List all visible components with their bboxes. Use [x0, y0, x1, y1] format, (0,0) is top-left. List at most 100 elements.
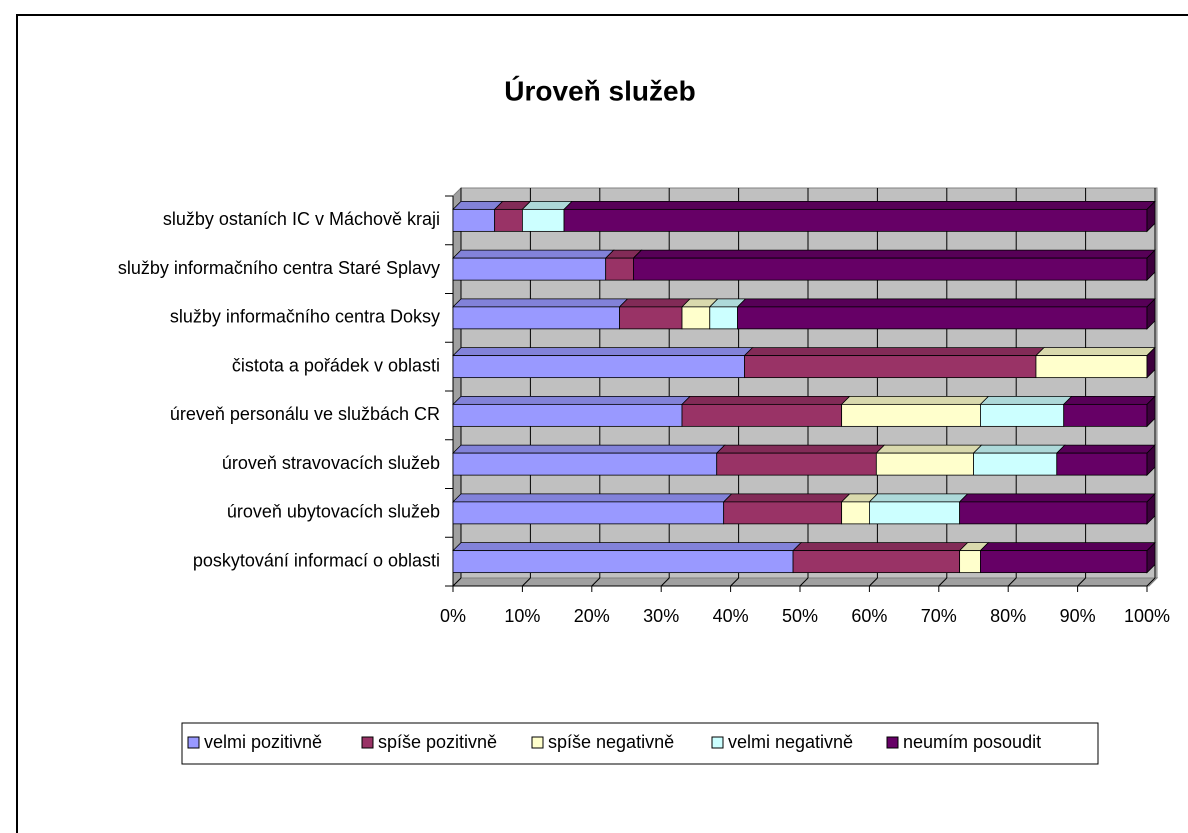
bar [744, 355, 1037, 379]
bar-top [452, 249, 615, 259]
bar [792, 550, 961, 574]
bar [716, 452, 877, 476]
bar [1056, 452, 1148, 476]
bar-top [979, 395, 1073, 405]
bar [681, 306, 711, 330]
bar [452, 355, 745, 379]
floor-grid-line [869, 577, 878, 587]
floor-grid-line [452, 577, 462, 587]
y-tick-label: služby ostaních IC v Máchově kraji [163, 209, 440, 229]
bar [980, 403, 1065, 427]
x-tick-label: 30% [643, 606, 679, 626]
y-tick-label: úroveň ubytovacích služeb [227, 502, 440, 522]
bar-side [1146, 395, 1156, 428]
floor-grid-line [1146, 577, 1156, 587]
bar [563, 208, 1148, 232]
y-tick-label: služby informačního centra Doksy [170, 307, 440, 327]
legend-swatch [531, 736, 544, 749]
bar-top [452, 542, 803, 552]
bar-top [715, 444, 886, 454]
x-tick-label: 40% [713, 606, 749, 626]
bar-side [1146, 492, 1156, 525]
x-tick-label: 90% [1060, 606, 1096, 626]
side-wall [452, 186, 462, 588]
x-tick-label: 80% [990, 606, 1026, 626]
bar [709, 306, 738, 330]
legend-label: velmi pozitivně [204, 732, 322, 752]
bar [1063, 403, 1148, 427]
bar [452, 452, 718, 476]
bar [452, 501, 725, 525]
floor-grid-line [938, 577, 948, 587]
bar-top [452, 444, 726, 454]
bar [522, 208, 565, 232]
bar-top [958, 493, 1156, 503]
bar [973, 452, 1058, 476]
bar-side [1146, 200, 1156, 233]
floor-grid-line [522, 577, 531, 587]
x-tick-label: 0% [440, 606, 466, 626]
bar-top [875, 444, 983, 454]
x-tick-label: 60% [851, 606, 887, 626]
bar-top [632, 249, 1156, 259]
x-tick-label: 100% [1124, 606, 1170, 626]
bar-top [868, 493, 969, 503]
bar-top [736, 298, 1156, 308]
bar [633, 257, 1148, 281]
x-tick-label: 50% [782, 606, 818, 626]
bar-side [1146, 249, 1156, 282]
bar [681, 403, 843, 427]
legend-label: neumím posoudit [903, 732, 1041, 752]
bar-top [452, 298, 629, 308]
floor [451, 577, 1159, 587]
y-tick-label: služby informačního centra Staré Splavy [118, 258, 440, 278]
bar-top [452, 347, 754, 357]
y-tick-label: čistota a pořádek v oblasti [232, 355, 440, 375]
legend-box [181, 722, 1099, 765]
floor-grid-line [1007, 577, 1017, 587]
x-tick-label: 70% [921, 606, 957, 626]
bar [452, 208, 496, 232]
bar [452, 306, 620, 330]
bar [619, 306, 683, 330]
bar-top [792, 542, 969, 552]
bar-top [563, 200, 1156, 210]
bar [841, 501, 870, 525]
bar [959, 501, 1148, 525]
bar [875, 452, 974, 476]
bar-top [972, 444, 1066, 454]
legend-swatch [361, 736, 374, 749]
bar [452, 257, 607, 281]
bar-top [840, 395, 990, 405]
legend-label: spíše negativně [548, 732, 674, 752]
bar-top [1062, 395, 1156, 405]
bar-top [452, 395, 691, 405]
bar [723, 501, 843, 525]
bar-top [618, 298, 691, 308]
legend-label: velmi negativně [728, 732, 853, 752]
floor-grid-line [1077, 577, 1086, 587]
legend-swatch [886, 736, 899, 749]
bar [452, 550, 794, 574]
bar-side [1146, 444, 1156, 477]
legend-swatch [187, 736, 200, 749]
bar-top [1034, 347, 1156, 357]
floor-grid-line [591, 577, 601, 587]
y-tick-label: poskytování informací o oblasti [193, 550, 440, 570]
bar [605, 257, 634, 281]
bar-top [743, 347, 1045, 357]
bar-top [452, 200, 504, 210]
legend-label: spíše pozitivně [378, 732, 497, 752]
bar [494, 208, 523, 232]
bar-side [1146, 297, 1156, 330]
bar-side [1146, 541, 1156, 574]
y-tick-label: úreveň personálu ve službách CR [170, 404, 440, 424]
floor-grid-line [730, 577, 739, 587]
floor-grid-line [799, 577, 809, 587]
bar-top [521, 200, 574, 210]
bar [959, 550, 981, 574]
bar-top [681, 395, 851, 405]
bar [980, 550, 1148, 574]
bar-top [452, 493, 733, 503]
